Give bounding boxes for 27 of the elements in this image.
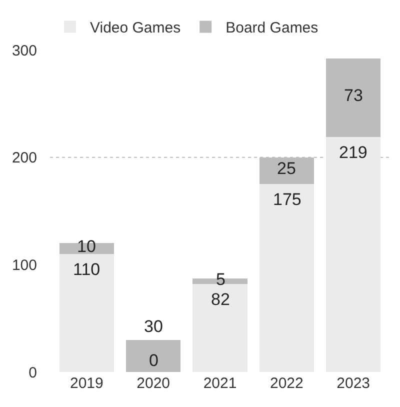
data-label: 110: [73, 260, 100, 279]
bar: [59, 254, 114, 372]
data-label: 73: [344, 86, 363, 105]
x-tick-label: 2020: [136, 375, 170, 392]
x-tick-label: 2022: [270, 375, 304, 392]
bar: [192, 284, 248, 372]
data-label: 175: [273, 190, 302, 209]
y-tick-label: 200: [12, 150, 37, 167]
legend-label: Board Games: [226, 20, 318, 37]
bar: [126, 340, 181, 372]
data-label: 82: [211, 290, 230, 309]
data-label: 10: [77, 237, 96, 256]
x-tick-label: 2023: [336, 375, 370, 392]
data-label: 25: [277, 159, 296, 178]
bar: [326, 58, 381, 137]
bar: [326, 136, 381, 372]
y-tick-label: 100: [12, 256, 37, 274]
x-tick-label: 2019: [70, 375, 104, 392]
bar: [259, 184, 314, 372]
data-label: 0: [149, 351, 158, 370]
data-label: 30: [144, 317, 163, 336]
y-tick-label: 300: [12, 42, 37, 60]
y-tick-label: 0: [28, 364, 37, 382]
x-tick-label: 2021: [203, 375, 237, 392]
data-label: 219: [339, 143, 368, 162]
legend-label: Video Games: [90, 20, 181, 37]
data-label: 5: [216, 270, 226, 289]
